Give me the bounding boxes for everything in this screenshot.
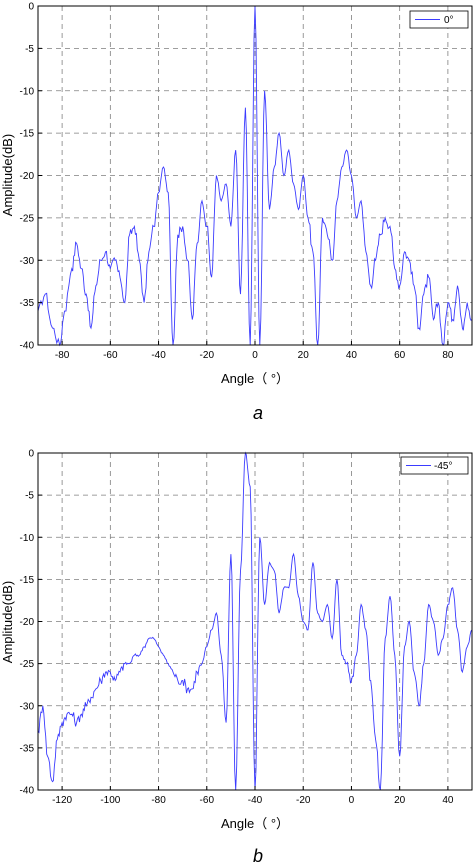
legend-box-b xyxy=(400,456,469,475)
y-tick-label-b-1: -5 xyxy=(25,491,34,502)
y-tick-label-a-8: -40 xyxy=(20,341,35,352)
x-axis-label-b: Angle（ °） xyxy=(221,816,289,831)
x-tick-label-a-6: 40 xyxy=(346,350,358,361)
y-tick-label-b-3: -15 xyxy=(20,575,35,586)
x-tick-label-a-1: -60 xyxy=(103,350,118,361)
x-tick-label-a-7: 60 xyxy=(394,350,406,361)
x-tick-label-b-2: -80 xyxy=(151,795,166,806)
y-tick-label-a-0: 0 xyxy=(28,2,34,13)
x-tick-label-b-0: -120 xyxy=(52,795,72,806)
x-tick-label-a-3: -20 xyxy=(200,350,215,361)
x-tick-label-a-5: 20 xyxy=(298,350,310,361)
x-tick-label-b-7: 20 xyxy=(394,795,406,806)
y-ticks-b: 0 -5 -10 -15 -20 -25 -30 -35 -40 xyxy=(20,449,42,797)
x-ticks-b: -120 -100 -80 -60 -40 -20 0 20 40 xyxy=(52,786,454,806)
y-tick-label-b-8: -40 xyxy=(20,786,35,797)
chart-b: -120 -100 -80 -60 -40 -20 0 20 40 0 -5 -10 -15 -20 -2… xyxy=(0,449,473,866)
y-ticks-a: 0 -5 -10 -15 -20 -25 -30 -35 -40 xyxy=(20,2,42,352)
y-tick-label-b-0: 0 xyxy=(28,449,34,460)
y-axis-label-b: Amplitude(dB) xyxy=(0,581,15,663)
x-tick-label-b-8: 40 xyxy=(442,795,454,806)
legend-label-a: 0° xyxy=(444,15,454,26)
y-tick-label-b-4: -20 xyxy=(20,617,35,628)
chart-a: -80 -60 -40 -20 0 20 40 60 80 0 -5 -10 -15 -20 -25 -30… xyxy=(0,2,473,423)
y-axis-label-a: Amplitude(dB) xyxy=(0,134,15,216)
y-tick-label-a-3: -15 xyxy=(20,129,35,140)
y-tick-label-a-1: -5 xyxy=(25,44,34,55)
y-tick-label-b-5: -25 xyxy=(20,659,35,670)
x-tick-label-b-4: -40 xyxy=(248,795,263,806)
y-tick-label-a-5: -25 xyxy=(20,213,35,224)
x-tick-label-a-4: 0 xyxy=(252,350,258,361)
grid-b xyxy=(38,452,472,791)
panel-label-b: b xyxy=(253,846,263,866)
x-axis-label-a: Angle（ °） xyxy=(221,371,289,386)
y-tick-label-a-7: -35 xyxy=(20,298,35,309)
y-tick-label-a-4: -20 xyxy=(20,171,35,182)
y-tick-label-b-2: -10 xyxy=(20,533,35,544)
x-tick-label-b-6: 0 xyxy=(349,795,355,806)
x-tick-label-b-3: -60 xyxy=(200,795,215,806)
panel-label-a: a xyxy=(253,403,263,423)
x-tick-label-a-8: 80 xyxy=(442,350,454,361)
x-tick-label-a-2: -40 xyxy=(151,350,166,361)
legend-a: 0° xyxy=(409,10,469,29)
legend-b: -45° xyxy=(400,456,469,475)
y-tick-label-a-2: -10 xyxy=(20,86,35,97)
y-tick-label-b-7: -35 xyxy=(20,743,35,754)
x-tick-label-b-1: -100 xyxy=(100,795,120,806)
x-tick-label-a-0: -80 xyxy=(55,350,70,361)
x-tick-label-b-5: -20 xyxy=(296,795,311,806)
y-tick-label-a-6: -30 xyxy=(20,256,35,267)
y-tick-label-b-6: -30 xyxy=(20,701,35,712)
x-ticks-a: -80 -60 -40 -20 0 20 40 60 80 xyxy=(55,341,454,361)
legend-label-b: -45° xyxy=(434,461,452,472)
